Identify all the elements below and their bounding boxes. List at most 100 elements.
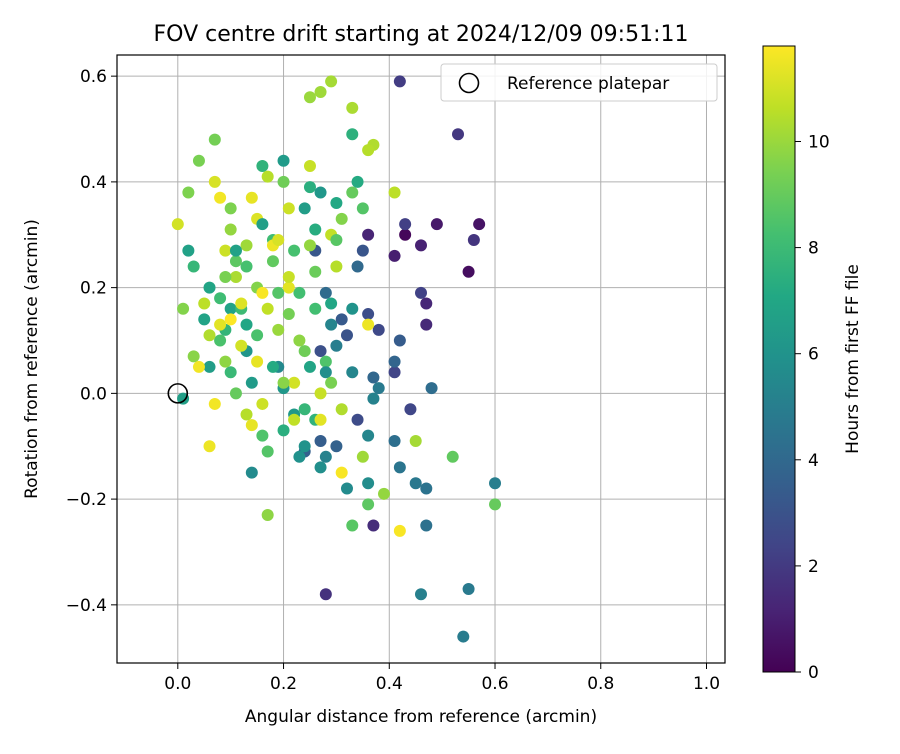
data-point (415, 286, 427, 299)
data-point (473, 218, 486, 231)
data-point (272, 286, 285, 299)
data-point (187, 260, 200, 273)
data-point (203, 360, 216, 373)
data-point (330, 260, 343, 273)
data-point (346, 302, 359, 315)
data-point (319, 286, 332, 299)
data-point (272, 323, 285, 336)
colorbar-tick-label: 8 (808, 239, 819, 259)
data-point (240, 408, 253, 421)
data-point (256, 397, 269, 410)
data-point (340, 482, 353, 495)
data-point (203, 281, 216, 294)
data-point (325, 297, 338, 310)
data-point (293, 334, 306, 347)
legend: Reference platepar (440, 63, 718, 102)
data-point (446, 450, 459, 463)
legend-marker-icon (458, 72, 480, 94)
data-point (372, 382, 385, 395)
colorbar-tick-label: 4 (808, 451, 819, 471)
data-point (288, 376, 301, 389)
data-point (314, 186, 327, 199)
data-point (335, 212, 348, 225)
data-point (404, 403, 417, 416)
data-point (182, 244, 195, 257)
data-point (314, 86, 327, 99)
data-point (229, 244, 242, 257)
data-point (393, 334, 406, 347)
data-point (346, 101, 359, 114)
y-tick-label: −0.4 (66, 596, 107, 616)
data-point (298, 202, 311, 215)
data-point (282, 308, 295, 321)
data-point (452, 128, 465, 141)
colorbar-tick-label: 10 (808, 132, 830, 152)
data-point (203, 329, 216, 342)
y-tick-label: 0.0 (80, 384, 107, 404)
data-point (224, 302, 237, 315)
colorbar-gradient (762, 45, 796, 673)
data-point (261, 508, 274, 521)
data-point (335, 466, 348, 479)
data-point (214, 318, 227, 331)
legend-box (440, 63, 718, 102)
data-point (330, 339, 343, 352)
data-point (203, 440, 216, 453)
data-point (462, 582, 475, 595)
data-point (303, 360, 316, 373)
data-point (309, 302, 322, 315)
data-point (309, 223, 322, 236)
x-tick-label: 0.4 (376, 674, 403, 694)
colorbar-ticks: 0 2 4 6 8 10 (795, 132, 830, 683)
data-point (298, 403, 311, 416)
data-point (362, 144, 375, 157)
x-axis-label: Angular distance from reference (arcmin) (245, 707, 597, 727)
data-point (309, 265, 322, 278)
colorbar-label: Hours from first FF file (843, 264, 863, 454)
y-tick-label: 0.2 (80, 279, 107, 299)
data-point (303, 91, 316, 104)
data-point (288, 413, 301, 426)
x-tick-label: 0.0 (164, 674, 191, 694)
data-point (303, 239, 316, 252)
data-point (219, 355, 232, 368)
data-point (235, 297, 248, 310)
data-point (415, 239, 427, 252)
data-point (399, 218, 412, 231)
data-point (240, 239, 253, 252)
data-point (256, 429, 269, 442)
data-point (219, 244, 232, 257)
data-point (420, 519, 433, 532)
data-point (325, 376, 338, 389)
data-point (319, 355, 332, 368)
legend-label: Reference platepar (507, 74, 669, 94)
data-point (192, 154, 205, 167)
data-point (208, 175, 221, 188)
data-point (303, 160, 316, 173)
data-point (229, 255, 242, 268)
colorbar-tick-label: 0 (808, 663, 819, 683)
data-point (340, 329, 353, 342)
x-tick-label: 1.0 (693, 674, 720, 694)
data-point (245, 191, 258, 204)
data-point (224, 202, 237, 215)
data-point (457, 630, 470, 643)
data-point (388, 434, 401, 447)
data-point (277, 424, 290, 437)
data-point (314, 345, 327, 358)
data-point (256, 218, 269, 231)
data-point (467, 234, 480, 247)
data-point (409, 434, 422, 447)
data-point (362, 318, 375, 331)
data-point (356, 202, 369, 215)
data-point (489, 477, 502, 490)
data-point (415, 588, 427, 601)
data-point (425, 382, 438, 395)
data-point (219, 271, 232, 284)
data-point (251, 329, 264, 342)
data-point (388, 186, 401, 199)
data-point (388, 366, 401, 379)
data-point (319, 366, 332, 379)
data-point (346, 519, 359, 532)
